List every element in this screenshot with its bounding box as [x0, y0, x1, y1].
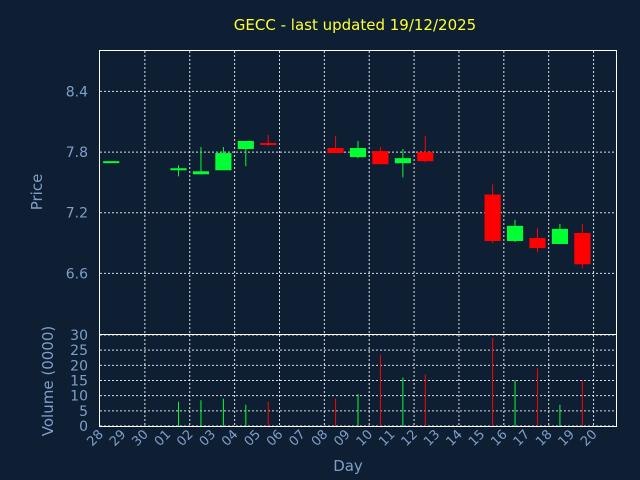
- x-tick-label: 18: [533, 427, 555, 449]
- price-tick-label: 7.2: [66, 206, 88, 222]
- volume-tick-label: 30: [70, 328, 88, 344]
- candle-body: [260, 142, 277, 145]
- price-plot-frame: [99, 50, 617, 335]
- x-tick-label: 09: [331, 427, 353, 449]
- x-tick-label: 14: [443, 427, 465, 449]
- candle-body: [170, 168, 187, 171]
- price-panel: 6.6 7.2 7.8 8.4 Price: [28, 50, 617, 335]
- volume-plot-frame: [99, 334, 617, 427]
- price-y-ticks: 6.6 7.2 7.8 8.4: [66, 84, 88, 282]
- price-grid: [100, 51, 616, 334]
- x-tick-label: 08: [309, 427, 331, 449]
- volume-axis-label: Volume (0000): [39, 326, 57, 436]
- candle-body: [417, 152, 434, 162]
- price-candles: [103, 134, 591, 269]
- candle-body: [529, 237, 546, 249]
- x-tick-label: 05: [242, 427, 264, 449]
- candle-body: [394, 158, 411, 164]
- volume-tick-label: 15: [70, 374, 88, 390]
- x-tick-label: 17: [511, 427, 533, 449]
- x-tick-label: 10: [354, 427, 376, 449]
- x-tick-label: 20: [578, 427, 600, 449]
- x-tick-label: 15: [466, 427, 488, 449]
- x-tick-label: 07: [286, 427, 308, 449]
- candle-body: [574, 232, 591, 265]
- volume-bars: [178, 338, 583, 426]
- price-axis-label: Price: [28, 174, 46, 211]
- volume-tick-label: 25: [70, 343, 88, 359]
- candle-body: [192, 171, 210, 175]
- candle-body: [215, 153, 232, 171]
- x-tick-label: 30: [129, 427, 151, 449]
- price-tick-label: 8.4: [66, 84, 88, 100]
- day-x-ticks: 28 29 30 01 02 03 04 05 06 07 08 09 10 11 12 13 14 15 16 17…: [85, 427, 601, 449]
- volume-tick-label: 10: [70, 389, 88, 405]
- price-tick-label: 7.8: [66, 145, 88, 161]
- x-tick-label: 11: [376, 427, 398, 449]
- price-tick-label: 6.6: [66, 266, 88, 282]
- candle-body: [103, 161, 120, 164]
- x-axis-label: Day: [333, 457, 363, 475]
- x-tick-label: 29: [107, 427, 129, 449]
- x-tick-label: 16: [488, 427, 510, 449]
- candle-body: [349, 148, 367, 158]
- candle-body: [372, 151, 389, 165]
- x-tick-label: 06: [264, 427, 286, 449]
- candle-body: [506, 225, 524, 242]
- volume-tick-label: 20: [70, 358, 88, 374]
- candle-body: [551, 228, 568, 245]
- volume-tick-label: 5: [79, 404, 88, 420]
- candle-body: [484, 194, 501, 242]
- x-tick-label: 19: [556, 427, 578, 449]
- x-tick-label: 04: [219, 427, 241, 449]
- chart-title: GECC - last updated 19/12/2025: [234, 16, 476, 34]
- x-tick-label: 02: [174, 427, 196, 449]
- x-tick-label: 01: [152, 427, 174, 449]
- x-tick-label: 13: [421, 427, 443, 449]
- x-tick-label: 03: [197, 427, 219, 449]
- volume-tick-label: 0: [79, 419, 88, 435]
- x-tick-label: 12: [399, 427, 421, 449]
- candle-body: [237, 140, 254, 150]
- candle-body: [327, 148, 344, 154]
